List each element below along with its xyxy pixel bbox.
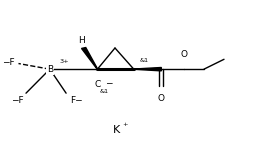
Text: &1: &1: [99, 89, 109, 94]
Text: C: C: [94, 80, 100, 89]
Text: B: B: [47, 65, 53, 74]
Text: H: H: [78, 36, 84, 45]
Text: O: O: [158, 94, 165, 103]
Text: &1: &1: [140, 58, 149, 63]
Text: +: +: [122, 122, 128, 127]
Polygon shape: [134, 68, 161, 71]
Text: 3+: 3+: [59, 58, 69, 64]
Text: F−: F−: [70, 96, 83, 105]
Text: −F: −F: [11, 96, 23, 105]
Text: −F: −F: [2, 58, 15, 67]
Text: K: K: [113, 125, 120, 135]
Text: O: O: [180, 50, 188, 59]
Polygon shape: [82, 48, 98, 69]
Text: −: −: [105, 78, 113, 87]
